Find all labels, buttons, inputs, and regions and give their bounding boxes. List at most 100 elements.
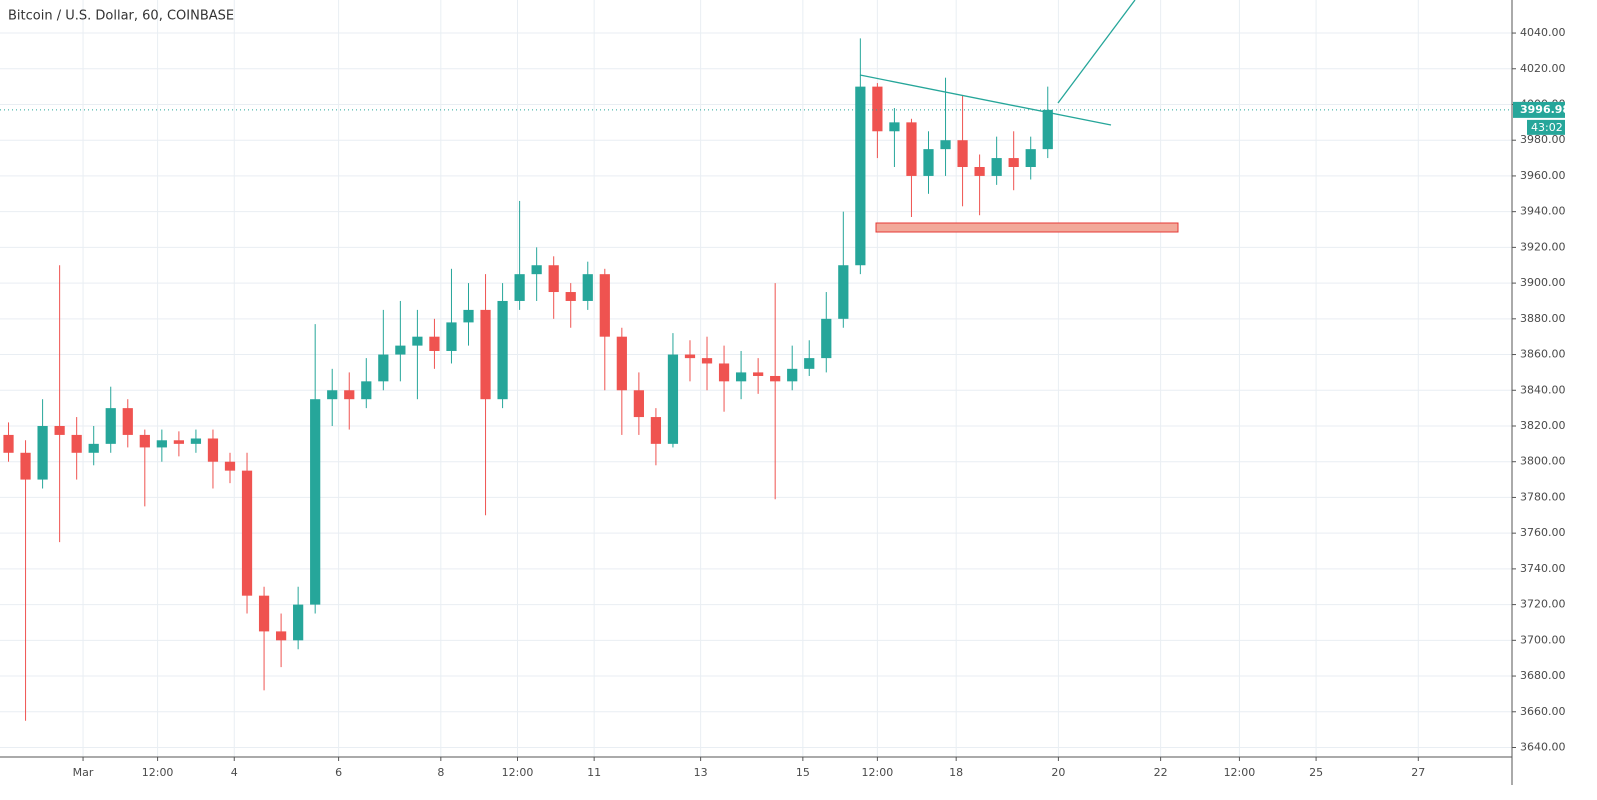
candle-body bbox=[105, 408, 116, 444]
y-tick-label: 3940.00 bbox=[1520, 205, 1566, 218]
candle-body bbox=[327, 390, 338, 400]
candle-body bbox=[3, 434, 14, 453]
x-tick-label: 13 bbox=[694, 766, 708, 779]
candle-body bbox=[37, 425, 48, 480]
y-tick-label: 3980.00 bbox=[1520, 133, 1566, 146]
candle-body bbox=[718, 363, 730, 382]
x-tick-label: 25 bbox=[1309, 766, 1323, 779]
candle-body bbox=[753, 372, 764, 376]
candle-body bbox=[1025, 149, 1036, 168]
y-tick-label: 3900.00 bbox=[1520, 276, 1566, 289]
y-tick-label: 3720.00 bbox=[1520, 598, 1566, 611]
axes: 3640.00 3660.00 3680.00 3700.00 3720.00 3740.… bbox=[0, 26, 1570, 779]
candle-body bbox=[974, 167, 985, 176]
candle-body bbox=[20, 452, 31, 480]
candle-body bbox=[889, 122, 900, 132]
candle-body bbox=[906, 122, 917, 176]
y-tick-label: 3740.00 bbox=[1520, 562, 1566, 575]
y-tick-label: 3820.00 bbox=[1520, 419, 1566, 432]
candle-body bbox=[1042, 109, 1053, 150]
candle-body bbox=[429, 336, 440, 351]
candles bbox=[3, 38, 1053, 721]
candle-body bbox=[275, 631, 287, 641]
candle-body bbox=[156, 440, 167, 448]
candle-body bbox=[497, 300, 508, 400]
candle-body bbox=[650, 417, 662, 444]
x-tick-label: 12:00 bbox=[142, 766, 174, 779]
candle-body bbox=[190, 438, 202, 444]
candle-body bbox=[991, 158, 1002, 176]
y-tick-label: 3660.00 bbox=[1520, 705, 1566, 718]
candle-body bbox=[446, 322, 457, 351]
candle-body bbox=[241, 470, 253, 596]
candle-body bbox=[770, 375, 781, 382]
candle-body bbox=[804, 358, 815, 369]
candle-body bbox=[480, 309, 491, 400]
y-tick-label: 3700.00 bbox=[1520, 633, 1566, 646]
candle-body bbox=[293, 604, 304, 641]
trend-line bbox=[859, 74, 1112, 126]
last-price-box bbox=[1513, 101, 1565, 118]
candle-body bbox=[616, 336, 627, 391]
candle-body bbox=[872, 86, 883, 132]
chart-title: Bitcoin / U.S. Dollar, 60, COINBASE bbox=[8, 9, 234, 24]
x-tick-label: 4 bbox=[231, 766, 238, 779]
x-tick-label: 22 bbox=[1154, 766, 1168, 779]
candle-body bbox=[463, 309, 474, 323]
x-tick-label: 11 bbox=[587, 766, 601, 779]
candle-body bbox=[310, 399, 321, 605]
y-tick-label: 3640.00 bbox=[1520, 740, 1566, 753]
candle-body bbox=[531, 265, 542, 275]
countdown-box bbox=[1527, 119, 1565, 135]
candle-body bbox=[940, 140, 951, 150]
candle-body bbox=[122, 408, 133, 435]
candle-body bbox=[378, 354, 389, 382]
candle-body bbox=[735, 372, 747, 382]
candle-body bbox=[633, 390, 644, 418]
drawings bbox=[859, 0, 1179, 233]
last-price-label: 3996.98 bbox=[1520, 103, 1570, 116]
x-tick-label: Mar bbox=[73, 766, 94, 779]
candle-body bbox=[684, 354, 696, 359]
candle-body bbox=[599, 274, 610, 337]
candle-body bbox=[1008, 158, 1019, 168]
candle-body bbox=[667, 354, 679, 444]
candle-body bbox=[224, 461, 236, 471]
candle-body bbox=[787, 368, 798, 382]
candle-body bbox=[855, 86, 866, 266]
x-tick-label: 27 bbox=[1411, 766, 1425, 779]
candle-body bbox=[139, 434, 150, 448]
x-tick-label: 12:00 bbox=[862, 766, 894, 779]
candle-body bbox=[71, 434, 82, 453]
y-tick-label: 4020.00 bbox=[1520, 62, 1566, 75]
x-tick-label: 8 bbox=[437, 766, 444, 779]
candle-body bbox=[514, 274, 525, 301]
candle-body bbox=[838, 265, 849, 319]
support-zone bbox=[875, 222, 1179, 233]
candle-body bbox=[412, 336, 423, 346]
candle-body bbox=[88, 443, 99, 453]
y-tick-label: 3800.00 bbox=[1520, 455, 1566, 468]
x-tick-label: 6 bbox=[335, 766, 342, 779]
y-tick-label: 3760.00 bbox=[1520, 526, 1566, 539]
candle-body bbox=[54, 425, 65, 435]
candle-body bbox=[582, 274, 593, 301]
candle-body bbox=[821, 318, 832, 359]
x-tick-label: 12:00 bbox=[502, 766, 534, 779]
x-tick-label: 12:00 bbox=[1224, 766, 1256, 779]
candle-body bbox=[361, 381, 372, 400]
y-tick-label: 3840.00 bbox=[1520, 383, 1566, 396]
y-tick-label: 3920.00 bbox=[1520, 240, 1566, 253]
y-tick-label: 3780.00 bbox=[1520, 490, 1566, 503]
candle-body bbox=[344, 390, 355, 400]
y-tick-label: 3680.00 bbox=[1520, 669, 1566, 682]
x-tick-label: 18 bbox=[949, 766, 963, 779]
candle-body bbox=[957, 140, 968, 168]
candle-body bbox=[207, 438, 219, 462]
x-tick-label: 15 bbox=[796, 766, 810, 779]
candle-body bbox=[701, 358, 713, 364]
candle-body bbox=[173, 440, 184, 444]
